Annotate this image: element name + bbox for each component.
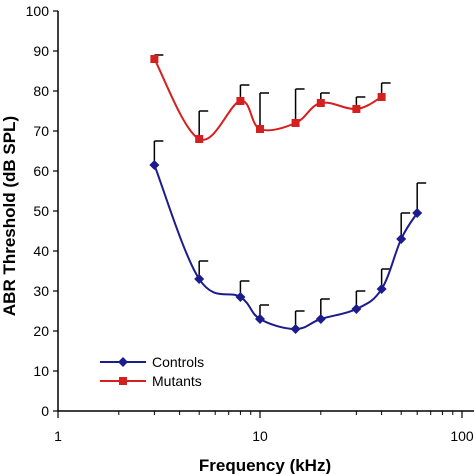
data-point: [412, 208, 423, 218]
data-point: [376, 284, 387, 294]
legend: Controls Mutants: [100, 354, 204, 389]
data-point: [291, 119, 300, 127]
legend-label: Controls: [152, 354, 204, 370]
data-point: [255, 314, 265, 324]
x-axis-title: Frequency (kHz): [199, 456, 331, 474]
y-tick-label: 60: [33, 163, 49, 179]
y-tick-label: 90: [33, 43, 49, 59]
y-tick-label: 100: [26, 3, 50, 19]
data-point: [352, 105, 361, 113]
data-point: [396, 234, 407, 244]
axes: [57, 11, 474, 412]
series-line: [153, 58, 383, 141]
y-tick-label: 70: [33, 123, 49, 139]
y-tick-label: 10: [33, 363, 49, 379]
y-tick-label: 30: [33, 283, 49, 299]
legend-marker: [118, 357, 128, 367]
data-point: [351, 304, 362, 314]
legend-marker: [119, 377, 127, 385]
y-tick-label: 80: [33, 83, 49, 99]
x-tick-label: 100: [450, 428, 474, 444]
series-mutants: [150, 54, 391, 143]
data-point: [315, 314, 326, 324]
series: [149, 54, 427, 334]
y-tick-label: 0: [41, 403, 49, 419]
y-axis-title: ABR Threshold (dB SPL): [0, 116, 19, 316]
legend-item: Mutants: [100, 373, 202, 389]
y-tick-label: 20: [33, 323, 49, 339]
series-line: [153, 164, 419, 331]
data-point: [194, 274, 205, 284]
data-point: [195, 135, 204, 143]
legend-label: Mutants: [152, 373, 202, 389]
data-point: [235, 292, 246, 302]
data-point: [236, 97, 245, 105]
series-controls: [149, 140, 427, 334]
data-point: [149, 160, 160, 170]
y-tick-label: 50: [33, 203, 49, 219]
data-point: [256, 125, 264, 133]
y-tick-label: 40: [33, 243, 49, 259]
legend-item: Controls: [100, 354, 204, 370]
data-point: [150, 55, 159, 63]
x-tick-label: 10: [252, 428, 268, 444]
data-point: [377, 93, 386, 101]
data-point: [316, 99, 325, 107]
data-point: [290, 324, 301, 334]
x-tick-label: 1: [54, 428, 62, 444]
